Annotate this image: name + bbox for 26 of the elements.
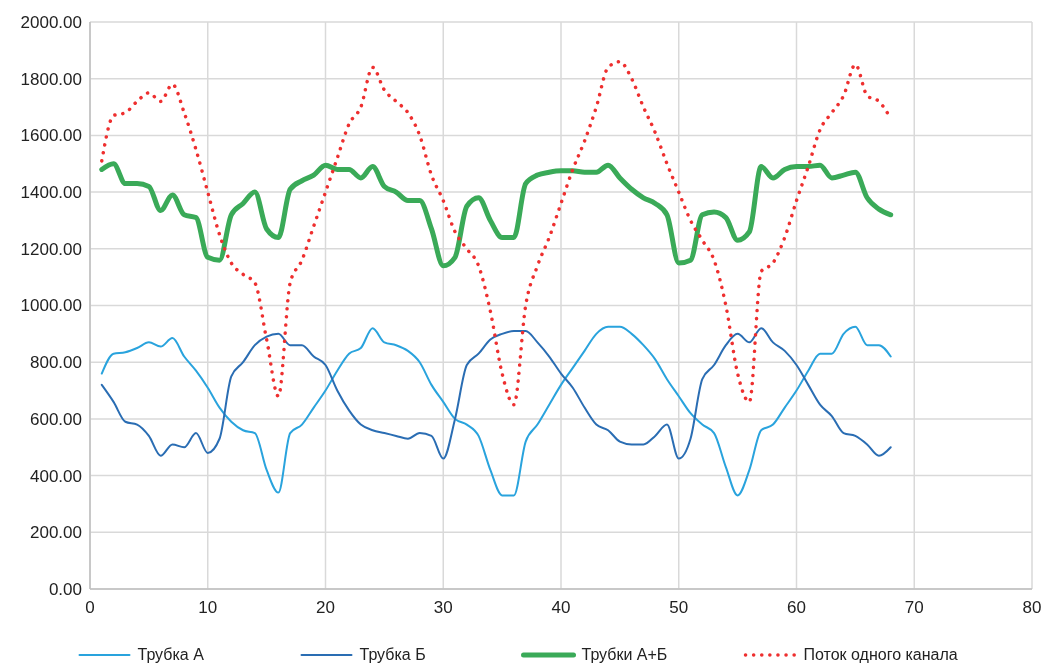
- legend-label: Поток одного канала: [803, 646, 958, 663]
- x-tick-label: 80: [1022, 598, 1042, 617]
- y-tick-label: 600.00: [30, 409, 82, 429]
- y-tick-label: 1400.00: [20, 183, 82, 203]
- x-tick-label: 20: [316, 598, 335, 617]
- line-series: [100, 325, 892, 497]
- legend-label: Трубка Б: [359, 646, 426, 663]
- y-tick-label: 0.00: [48, 579, 82, 599]
- x-tick-label: 30: [433, 598, 453, 617]
- y-tick-label: 800.00: [30, 353, 82, 373]
- y-tick-label: 1800.00: [20, 69, 82, 89]
- x-tick-label: 10: [198, 598, 218, 617]
- y-tick-label: 1200.00: [20, 239, 82, 259]
- x-tick-label: 60: [787, 598, 806, 617]
- x-tick-label: 50: [669, 598, 689, 617]
- legend-label: Трубки А+Б: [581, 646, 668, 663]
- x-tick-label: 40: [551, 598, 571, 617]
- line-series: [100, 327, 892, 460]
- y-tick-label: 400.00: [30, 466, 82, 486]
- y-tick-label: 200.00: [30, 523, 82, 543]
- x-tick-label: 0: [85, 598, 95, 617]
- y-tick-label: 2000.00: [20, 12, 82, 32]
- x-tick-label: 70: [904, 598, 924, 617]
- legend-label: Трубка А: [137, 646, 205, 663]
- y-tick-label: 1600.00: [20, 126, 82, 146]
- y-tick-label: 1000.00: [20, 296, 82, 316]
